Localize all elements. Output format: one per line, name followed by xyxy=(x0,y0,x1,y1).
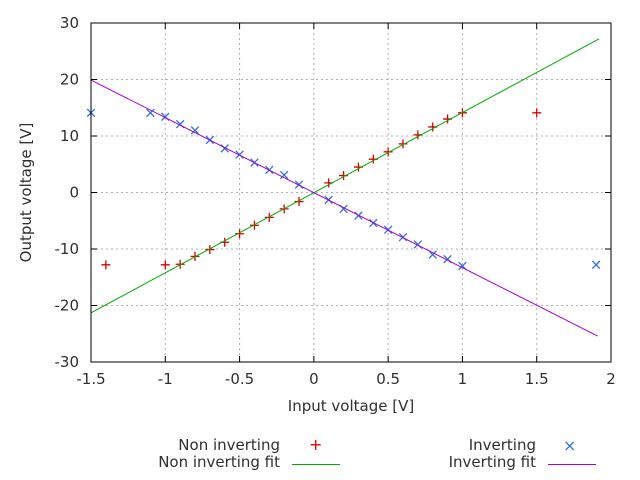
legend-line-sample-non-inverting-fit xyxy=(292,464,340,465)
x-tick-label: 1 xyxy=(458,370,468,388)
inverting-marker xyxy=(146,108,155,118)
inverting-fit-line xyxy=(90,79,598,337)
legend-label-non-inverting: Non inverting xyxy=(178,436,280,454)
y-axis-label: Output voltage [V] xyxy=(17,123,35,263)
non-inverting-marker xyxy=(235,229,245,239)
legend-label-inverting-fit: Inverting fit xyxy=(448,453,536,471)
plus-marker-icon: + xyxy=(309,435,323,454)
non-inverting-marker xyxy=(294,197,304,207)
non-inverting-marker xyxy=(532,108,542,118)
legend-label-non-inverting-fit: Non inverting fit xyxy=(158,453,280,471)
non-inverting-marker xyxy=(398,139,408,149)
x-tick-label: -1 xyxy=(158,370,173,388)
y-tick-label: 10 xyxy=(60,127,79,145)
non-inverting-marker xyxy=(101,260,111,270)
y-tick-label: -30 xyxy=(55,353,80,371)
x-tick-label: 1.5 xyxy=(525,370,549,388)
inverting-marker xyxy=(190,126,200,135)
non-inverting-marker xyxy=(264,212,274,222)
x-tick-label: 2 xyxy=(606,370,616,388)
y-tick-label: 0 xyxy=(69,184,79,202)
non-inverting-marker xyxy=(160,260,170,270)
cross-marker-icon: × xyxy=(563,436,577,455)
non-inverting-marker xyxy=(383,147,393,157)
inverting-marker xyxy=(428,250,437,259)
x-tick-label: -0.5 xyxy=(225,370,254,388)
legend-line-sample-inverting-fit xyxy=(548,464,596,465)
y-tick-label: -10 xyxy=(55,240,80,258)
inverting-marker xyxy=(279,170,289,180)
y-tick-label: 20 xyxy=(60,71,79,89)
non-inverting-fit-line xyxy=(90,38,600,314)
x-axis-label: Input voltage [V] xyxy=(288,397,414,415)
x-tick-label: 0 xyxy=(309,370,319,388)
inverting-marker xyxy=(591,260,601,270)
y-tick-label: 30 xyxy=(60,14,79,32)
x-tick-label: -1.5 xyxy=(76,370,105,388)
y-tick-label: -20 xyxy=(55,297,80,315)
non-inverting-marker xyxy=(205,245,215,255)
x-tick-label: 0.5 xyxy=(376,370,400,388)
inverting-marker xyxy=(413,240,423,249)
legend-label-inverting: Inverting xyxy=(468,436,536,454)
